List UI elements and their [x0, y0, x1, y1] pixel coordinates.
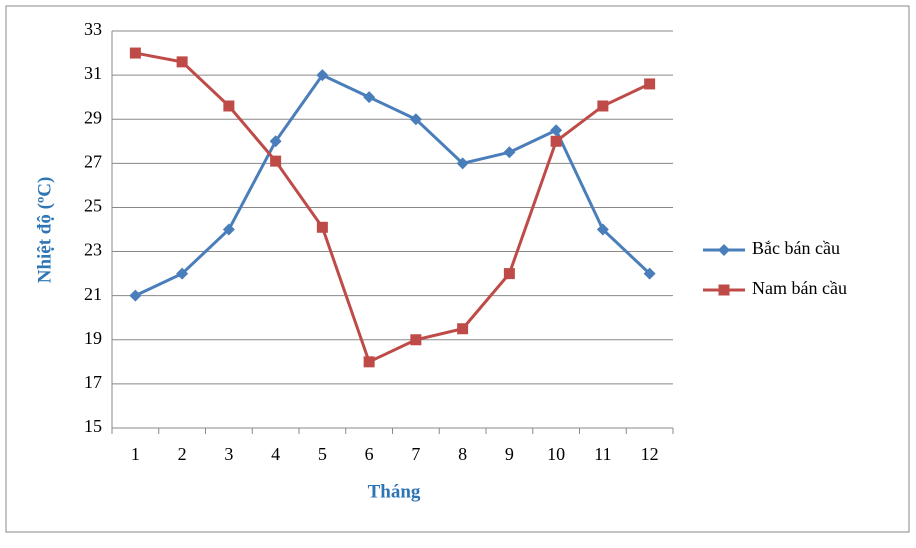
y-tick-label: 33	[84, 19, 102, 39]
data-point	[596, 223, 609, 236]
x-tick-label: 1	[131, 444, 140, 464]
chart-frame	[5, 5, 910, 533]
data-point	[222, 223, 235, 236]
y-tick-label: 25	[84, 196, 102, 216]
data-point	[269, 135, 282, 148]
legend-label: Nam bán cầu	[752, 278, 847, 298]
x-tick-label: 11	[594, 444, 611, 464]
data-point	[456, 157, 469, 170]
x-tick-label: 3	[224, 444, 233, 464]
data-point	[270, 155, 282, 167]
data-point	[644, 78, 656, 90]
y-tick-label: 21	[84, 284, 102, 304]
data-point	[129, 289, 142, 302]
y-axis-title: Nhiệt độ (ºC)	[34, 177, 55, 284]
data-point	[550, 124, 563, 137]
x-tick-label: 10	[547, 444, 565, 464]
y-tick-label: 31	[84, 63, 102, 83]
data-point	[550, 135, 562, 147]
data-point	[409, 113, 422, 126]
series-line	[134, 73, 651, 298]
x-tick-label: 4	[271, 444, 280, 464]
y-tick-label: 17	[84, 372, 102, 392]
data-point	[457, 323, 469, 335]
x-tick-label: 8	[458, 444, 467, 464]
data-point	[129, 47, 141, 59]
x-axis-title: Tháng	[368, 481, 421, 502]
y-tick-label: 19	[84, 328, 102, 348]
data-point	[363, 91, 376, 104]
x-tick-label: 12	[641, 444, 659, 464]
data-point	[316, 69, 329, 82]
x-tick-label: 2	[178, 444, 187, 464]
data-point	[643, 267, 656, 280]
data-point	[363, 356, 375, 368]
y-tick-label: 29	[84, 107, 102, 127]
x-tick-label: 5	[318, 444, 327, 464]
legend-marker	[718, 244, 730, 256]
data-point	[223, 100, 235, 112]
data-point	[176, 56, 188, 68]
data-point	[503, 146, 516, 159]
series-line	[135, 51, 651, 364]
data-point	[316, 221, 328, 233]
y-tick-label: 23	[84, 240, 102, 260]
data-point	[176, 267, 189, 280]
y-tick-label: 15	[84, 416, 102, 436]
x-tick-label: 9	[505, 444, 514, 464]
x-tick-label: 6	[365, 444, 374, 464]
legend-marker	[718, 284, 730, 296]
data-point	[503, 268, 515, 280]
y-tick-label: 27	[84, 151, 102, 171]
data-point	[597, 100, 609, 112]
x-tick-label: 7	[411, 444, 420, 464]
legend-label: Bắc bán cầu	[752, 238, 840, 258]
data-point	[410, 334, 422, 346]
